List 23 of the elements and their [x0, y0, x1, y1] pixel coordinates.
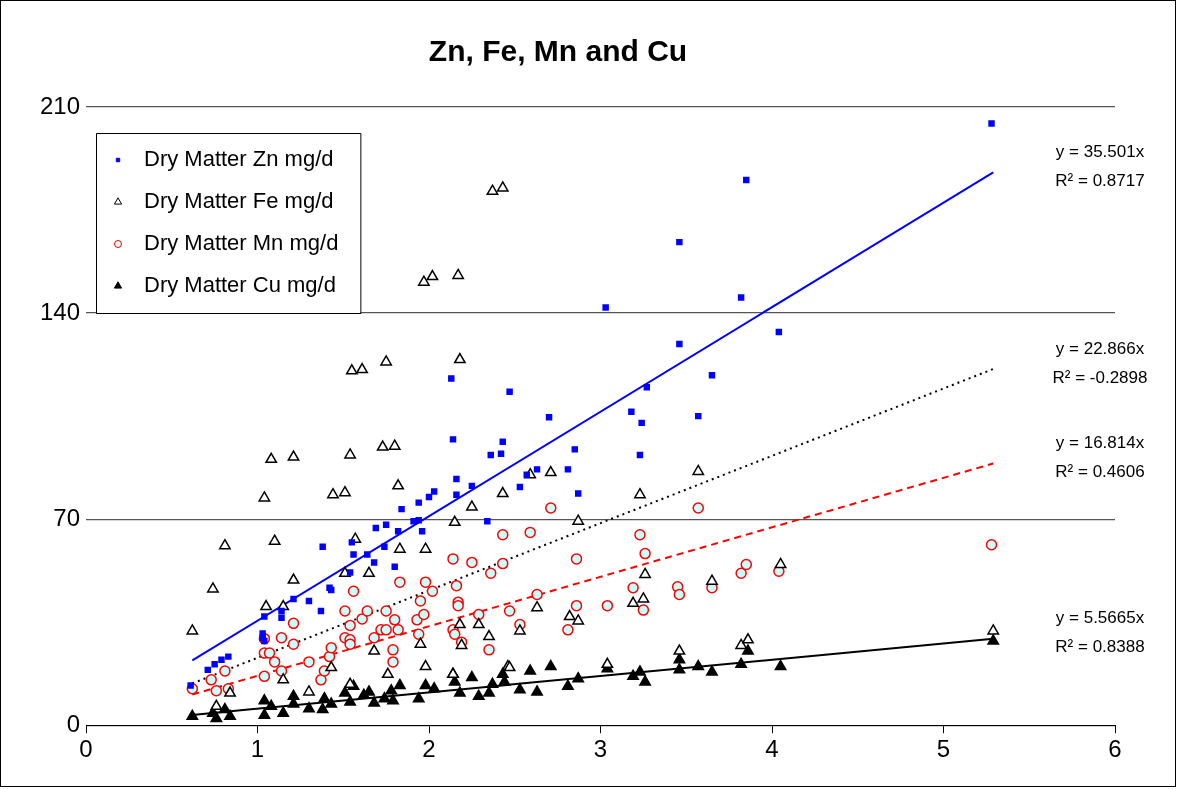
- annotation: R² = 0.8717: [1055, 171, 1145, 191]
- legend-label: Dry Matter Mn mg/d: [144, 230, 339, 256]
- x-tick-label: 5: [936, 735, 951, 763]
- annotation: y = 22.866x: [1055, 338, 1145, 358]
- x-tick-label: 1: [250, 735, 265, 763]
- legend-label: Dry Matter Zn mg/d: [144, 146, 334, 172]
- chart-title: Zn, Fe, Mn and Cu: [428, 34, 688, 68]
- y-tick-label: 70: [53, 503, 80, 531]
- annotation: y = 16.814x: [1055, 433, 1145, 453]
- x-tick-label: 3: [593, 735, 608, 763]
- annotation: R² = 0.8388: [1055, 637, 1145, 657]
- annotation: y = 5.5665x: [1055, 608, 1145, 628]
- annotation: y = 35.501x: [1055, 142, 1145, 162]
- y-tick-label: 0: [66, 709, 80, 737]
- x-tick-label: 4: [765, 735, 779, 763]
- legend-label: Dry Matter Fe mg/d: [144, 188, 334, 214]
- x-tick-label: 2: [422, 735, 436, 763]
- x-tick-label: 6: [1108, 735, 1122, 763]
- y-tick-label: 140: [39, 297, 80, 325]
- y-tick-label: 210: [39, 91, 80, 119]
- legend-label: Dry Matter Cu mg/d: [144, 272, 336, 298]
- annotation: R² = 0.4606: [1055, 462, 1145, 482]
- annotation: R² = -0.2898: [1052, 367, 1148, 387]
